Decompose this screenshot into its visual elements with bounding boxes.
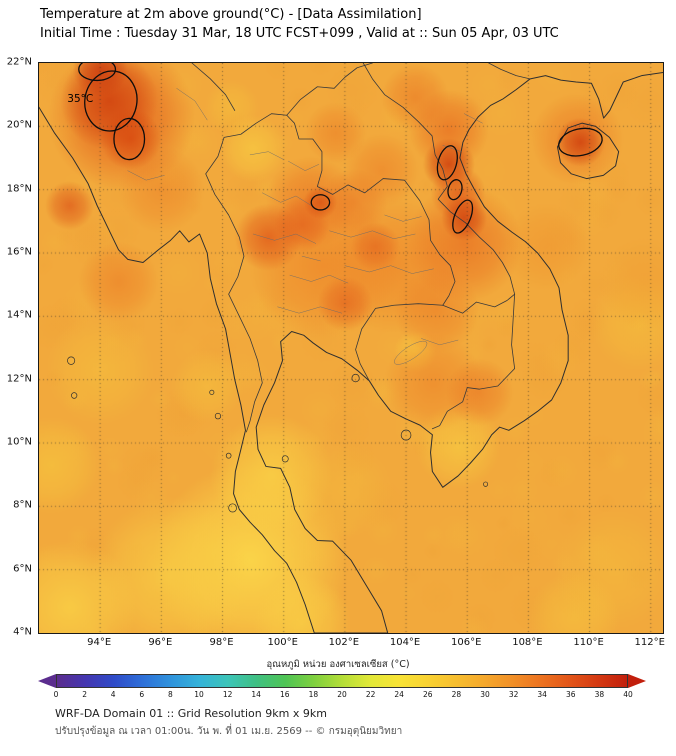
- contour-ring-35c: [447, 179, 463, 201]
- longitude-tick-label: 104°E: [389, 637, 421, 648]
- island-andaman-2: [71, 393, 77, 399]
- island-mergui-1: [215, 413, 221, 419]
- colorbar-left-arrow: [38, 674, 56, 688]
- border-laos-china: [287, 63, 373, 115]
- basemap-borders: [39, 63, 663, 633]
- colorbar-tick-labels: 0 2 4 6 8 10 12 14 16 18 20 22 24 26 28 30 32 34 36 38 40: [53, 690, 633, 700]
- latitude-tick-label: 10°N: [6, 436, 32, 448]
- border-china-vietnam: [489, 63, 530, 79]
- map-subtitle: Initial Time : Tuesday 31 Mar, 18 UTC FC…: [40, 26, 559, 41]
- colorbar-tick-label: 32: [508, 690, 519, 699]
- contour-ring-35c: [113, 117, 146, 161]
- longitude-tick-label: 102°E: [328, 637, 360, 648]
- colorbar-tick-label: 0: [53, 690, 59, 699]
- island-koh-chang: [352, 374, 359, 382]
- colorbar-tick-label: 8: [168, 690, 173, 699]
- colorbar-tick-label: 24: [394, 690, 404, 699]
- model-info: WRF-DA Domain 01 :: Grid Resolution 9km …: [55, 707, 327, 720]
- colorbar-tick-label: 20: [337, 690, 347, 699]
- colorbar-tick-label: 4: [110, 690, 116, 699]
- border-thailand-cambodia: [356, 304, 443, 381]
- longitude-tick-label: 96°E: [148, 637, 173, 648]
- colorbar-tick-label: 18: [308, 690, 319, 699]
- latitude-tick-label: 22°N: [6, 56, 32, 68]
- coastline-mainland: [39, 72, 663, 633]
- island-andaman-1: [67, 357, 74, 365]
- border-myanmar-china: [192, 63, 235, 111]
- colorbar-tick-label: 40: [623, 690, 633, 699]
- colorbar-title: อุณหภูมิ หน่วย องศาเซลเซียส (°C): [266, 659, 410, 670]
- latitude-tick-label: 6°N: [13, 563, 32, 575]
- colorbar-right-arrow: [628, 674, 646, 688]
- contour-label-35c: 35°C: [67, 93, 94, 106]
- longitude-tick-label: 112°E: [634, 637, 665, 648]
- contour-ring-35c: [452, 199, 474, 234]
- temperature-contours-overlay: [78, 63, 603, 234]
- colorbar-tick-label: 2: [82, 690, 87, 699]
- island-con-dao: [483, 482, 487, 486]
- contour-ring-35c: [558, 127, 603, 157]
- tonle-sap-lake: [391, 337, 430, 369]
- province-borders: [128, 88, 483, 345]
- update-info: ปรับปรุงข้อมูล ณ เวลา 01:00น. วัน พ. ที่…: [55, 726, 403, 737]
- colorbar-tick-label: 34: [537, 690, 547, 699]
- contour-ring-35c: [436, 145, 458, 181]
- island-phuket: [229, 504, 237, 512]
- colorbar-tick-label: 14: [251, 690, 261, 699]
- latitude-tick-label: 12°N: [6, 373, 32, 385]
- colorbar: [38, 674, 646, 688]
- longitude-tick-label: 108°E: [512, 637, 543, 648]
- contour-ring-35c: [78, 63, 117, 82]
- coastline-hainan: [557, 123, 618, 178]
- latitude-tick-label: 16°N: [6, 246, 32, 258]
- map-plot-area: 35°C: [38, 62, 664, 634]
- latitude-tick-label: 20°N: [6, 119, 32, 131]
- map-title: Temperature at 2m above ground(°C) - [Da…: [40, 7, 422, 22]
- colorbar-tick-label: 22: [365, 690, 376, 699]
- latitude-tick-label: 14°N: [6, 309, 32, 321]
- border-cambodia-vietnam: [432, 294, 514, 429]
- longitude-tick-label: 106°E: [451, 637, 482, 648]
- colorbar-tick-label: 10: [194, 690, 204, 699]
- colorbar-tick-label: 38: [594, 690, 605, 699]
- border-laos-cambodia: [443, 294, 515, 313]
- border-thailand-laos: [287, 115, 455, 305]
- longitude-tick-label: 100°E: [267, 637, 298, 648]
- border-laos-vietnam: [363, 63, 514, 294]
- colorbar-tick-label: 12: [222, 690, 233, 699]
- longitude-tick-label: 94°E: [87, 637, 112, 648]
- longitude-tick-label: 110°E: [573, 637, 604, 648]
- island-mergui-2: [210, 390, 214, 394]
- island-samui: [282, 456, 288, 462]
- temperature-field-canvas: [39, 63, 663, 633]
- colorbar-gradient: [56, 674, 628, 688]
- island-phu-quoc: [401, 430, 411, 440]
- latitude-axis: 4°N 6°N 8°N 10°N 12°N 14°N 16°N 18°N 20°N 22°N: [0, 57, 36, 638]
- colorbar-tick-label: 26: [423, 690, 433, 699]
- border-myanmar-thailand: [206, 114, 287, 432]
- colorbar-tick-label: 30: [480, 690, 490, 699]
- latitude-tick-label: 4°N: [13, 626, 32, 638]
- contour-ring-35c: [310, 194, 331, 211]
- colorbar-tick-label: 28: [451, 690, 462, 699]
- longitude-tick-label: 98°E: [209, 637, 234, 648]
- island-mergui-3: [226, 453, 231, 458]
- colorbar-tick-label: 36: [566, 690, 576, 699]
- colorbar-tick-label: 16: [280, 690, 290, 699]
- latitude-tick-label: 8°N: [13, 499, 32, 511]
- latitude-tick-label: 18°N: [6, 183, 32, 195]
- longitude-axis: 94°E 96°E 98°E 100°E 102°E 104°E 106°E 108°E 110…: [38, 637, 665, 651]
- colorbar-tick-label: 6: [139, 690, 145, 699]
